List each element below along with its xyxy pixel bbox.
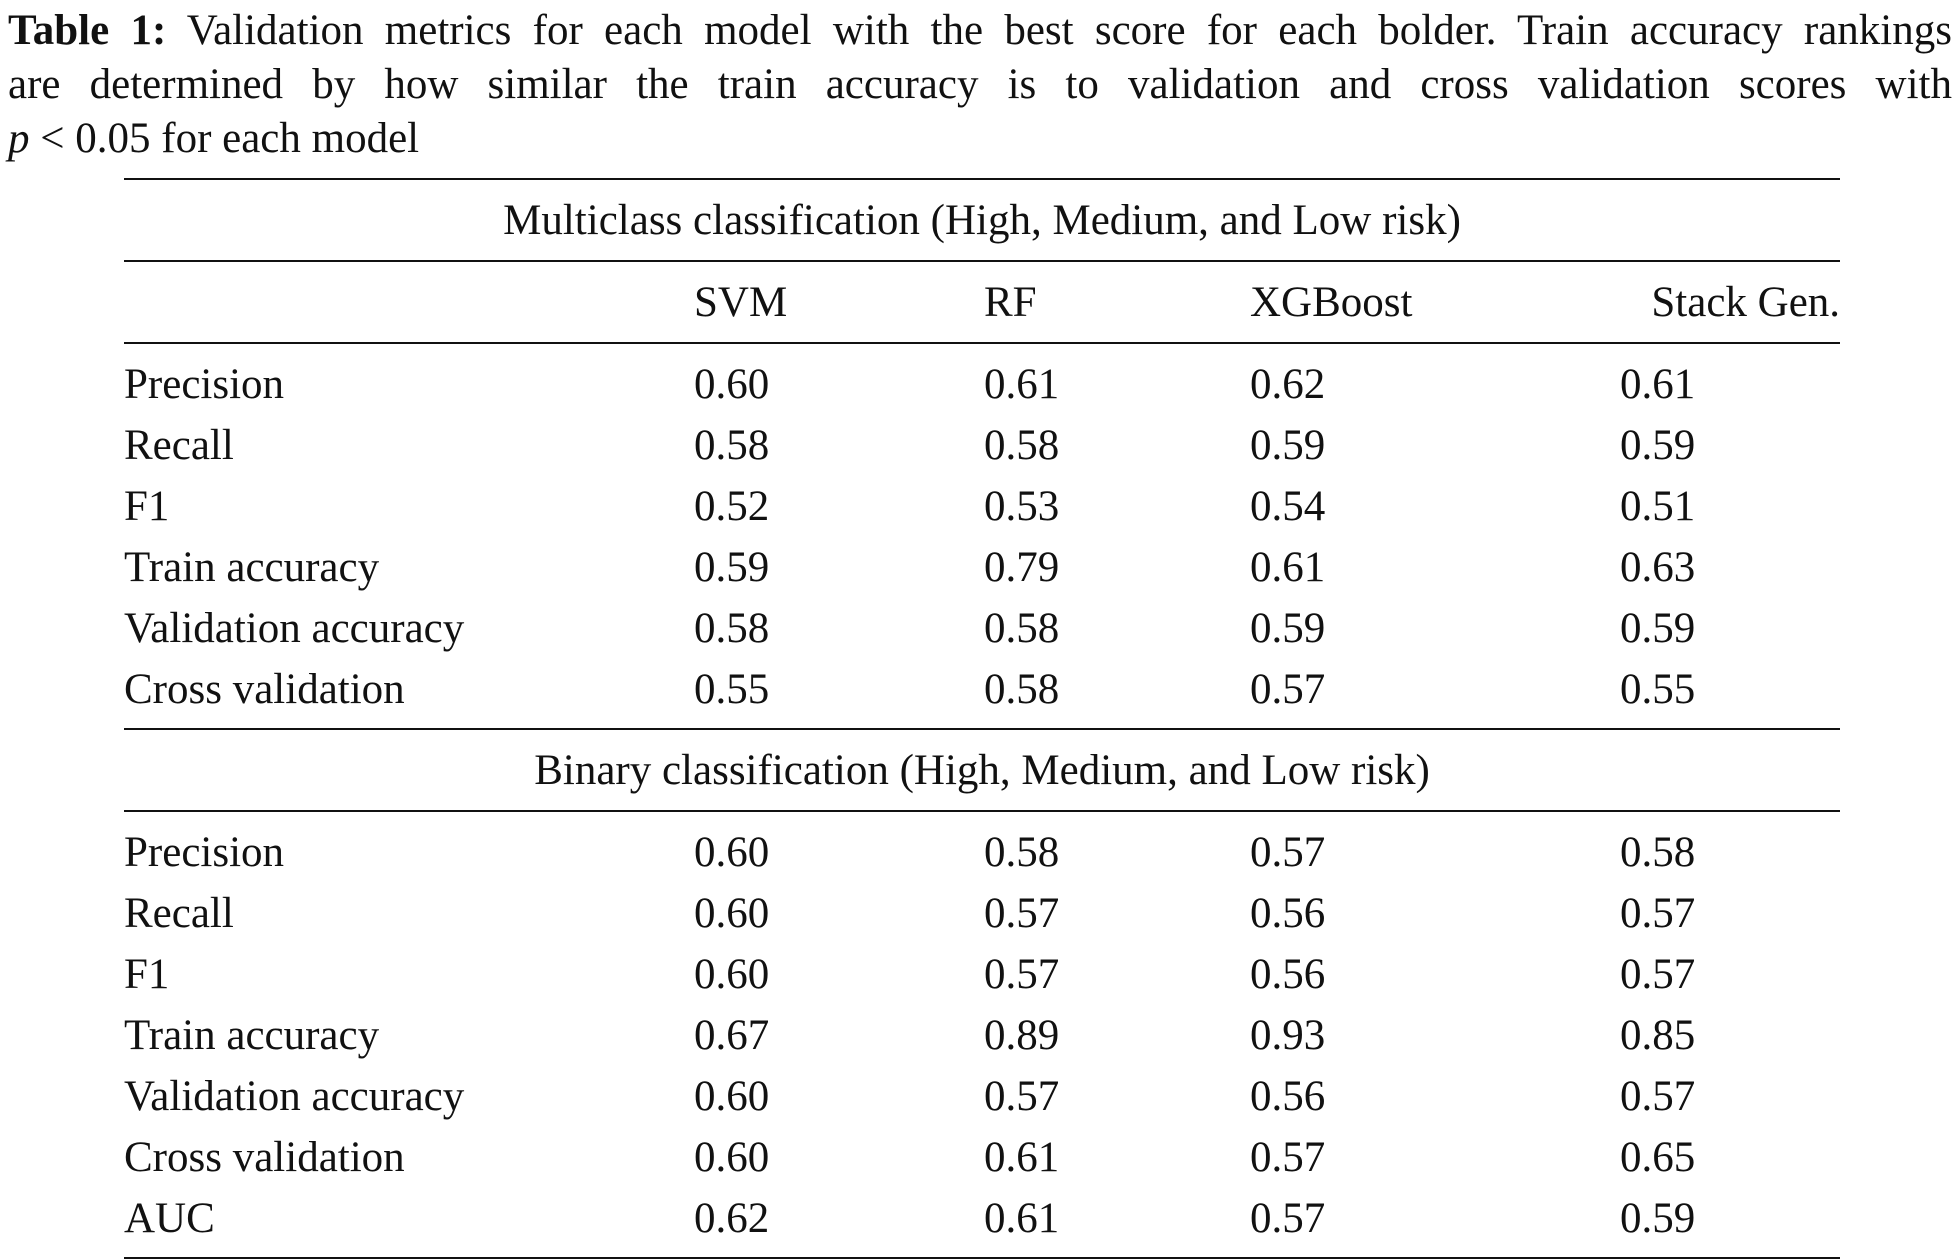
table-cell: 0.56 (1250, 951, 1326, 998)
table-cell: 0.59 (1250, 605, 1326, 652)
table-cell: 0.58 (694, 422, 770, 469)
column-header-xgboost: XGBoost (1250, 278, 1413, 326)
table-cell: 0.57 (984, 951, 1060, 998)
table-cell: 0.57 (1620, 890, 1696, 937)
table-row: Train accuracy 0.67 0.89 0.93 0.85 (124, 1005, 1840, 1066)
table-cell: 0.59 (694, 544, 770, 591)
table-cell: 0.55 (694, 666, 770, 713)
table-cell: 0.56 (1250, 890, 1326, 937)
metric-label: Cross validation (124, 1134, 405, 1181)
table-cell: 0.60 (694, 1134, 770, 1181)
metric-label: Recall (124, 422, 234, 469)
metric-label: Precision (124, 829, 285, 876)
table-cell: 0.62 (1250, 361, 1326, 408)
table-cell: 0.59 (1620, 605, 1696, 652)
table-cell: 0.57 (1250, 1195, 1326, 1242)
table-cell: 0.58 (984, 422, 1060, 469)
multiclass-title: Multiclass classification (High, Medium,… (503, 196, 1461, 244)
table-row: Precision 0.60 0.58 0.57 0.58 (124, 811, 1841, 883)
column-header-row: SVM RF XGBoost Stack Gen. (124, 261, 1841, 343)
table-cell: 0.57 (1620, 951, 1696, 998)
caption-text-3: < 0.05 for each model (29, 115, 420, 162)
table-cell: 0.52 (694, 483, 770, 530)
table-cell: 0.62 (694, 1195, 770, 1242)
table-caption: Table 1: Validation metrics for each mod… (8, 4, 1952, 166)
metric-label: F1 (124, 951, 170, 998)
table-row: Recall 0.60 0.57 0.56 0.57 (124, 883, 1840, 944)
table-cell: 0.56 (1250, 1073, 1326, 1120)
table-cell: 0.57 (1620, 1073, 1696, 1120)
caption-text-2: are determined by how similar the train … (8, 61, 1952, 108)
metric-label: Recall (124, 890, 234, 937)
table-cell: 0.61 (1250, 544, 1326, 591)
table-cell: 0.57 (1250, 666, 1326, 713)
table-row: Validation accuracy 0.60 0.57 0.56 0.57 (124, 1066, 1840, 1127)
binary-section-header: Binary classification (High, Medium, and… (124, 729, 1841, 811)
caption-text-1: Validation metrics for each model with t… (186, 7, 1952, 54)
binary-title: Binary classification (High, Medium, and… (534, 746, 1430, 794)
table-row: AUC 0.62 0.61 0.57 0.59 (124, 1188, 1841, 1258)
table-cell: 0.60 (694, 1073, 770, 1120)
table-cell: 0.67 (694, 1012, 770, 1059)
table-row: Validation accuracy 0.58 0.58 0.59 0.59 (124, 598, 1840, 659)
table-cell: 0.53 (984, 483, 1060, 530)
table-cell: 0.58 (984, 605, 1060, 652)
table-cell: 0.60 (694, 951, 770, 998)
table-cell: 0.54 (1250, 483, 1326, 530)
metric-label: Train accuracy (124, 1012, 380, 1059)
table-cell: 0.55 (1620, 666, 1696, 713)
results-table: Multiclass classification (High, Medium,… (124, 178, 1841, 1259)
column-header-stack-gen: Stack Gen. (1651, 278, 1841, 326)
table-row: Train accuracy 0.59 0.79 0.61 0.63 (124, 537, 1840, 598)
metric-label: Validation accuracy (124, 1073, 465, 1120)
table-cell: 0.58 (694, 605, 770, 652)
table-cell: 0.61 (984, 1195, 1060, 1242)
table-cell: 0.59 (1620, 1195, 1696, 1242)
table-row: F1 0.60 0.57 0.56 0.57 (124, 944, 1840, 1005)
table-cell: 0.58 (984, 829, 1060, 876)
table-cell: 0.79 (984, 544, 1060, 591)
table-cell: 0.58 (1620, 829, 1696, 876)
metric-label: Precision (124, 361, 285, 408)
multiclass-section-header: Multiclass classification (High, Medium,… (124, 179, 1841, 261)
caption-label: Table 1: (8, 7, 167, 54)
table-row: F1 0.52 0.53 0.54 0.51 (124, 476, 1840, 537)
table-cell: 0.59 (1250, 422, 1326, 469)
table-cell: 0.85 (1620, 1012, 1696, 1059)
table-cell: 0.51 (1620, 483, 1696, 530)
table-cell: 0.61 (1620, 361, 1696, 408)
metric-label: AUC (124, 1195, 215, 1242)
table-cell: 0.57 (984, 1073, 1060, 1120)
table-cell: 0.59 (1620, 422, 1696, 469)
caption-line-3: p < 0.05 for each model (8, 112, 1952, 166)
table-row: Recall 0.58 0.58 0.59 0.59 (124, 415, 1840, 476)
table-cell: 0.58 (984, 666, 1060, 713)
table-cell: 0.60 (694, 890, 770, 937)
caption-line-1: Table 1: Validation metrics for each mod… (8, 4, 1952, 58)
table-cell: 0.60 (694, 829, 770, 876)
column-header-rf: RF (984, 278, 1037, 326)
metric-label: F1 (124, 483, 170, 530)
metric-label: Train accuracy (124, 544, 380, 591)
table-cell: 0.57 (984, 890, 1060, 937)
table-row: Cross validation 0.55 0.58 0.57 0.55 (124, 659, 1840, 729)
table-cell: 0.60 (694, 361, 770, 408)
metric-label: Validation accuracy (124, 605, 465, 652)
caption-p-variable: p (8, 115, 30, 162)
table-cell: 0.61 (984, 1134, 1060, 1181)
table-row: Precision 0.60 0.61 0.62 0.61 (124, 343, 1841, 415)
table-cell: 0.63 (1620, 544, 1696, 591)
metric-label: Cross validation (124, 666, 405, 713)
table-cell: 0.89 (984, 1012, 1060, 1059)
column-header-svm: SVM (694, 278, 788, 326)
table-cell: 0.65 (1620, 1134, 1696, 1181)
metric-column-header (124, 261, 694, 343)
table-cell: 0.61 (984, 361, 1060, 408)
table-cell: 0.93 (1250, 1012, 1326, 1059)
table-row: Cross validation 0.60 0.61 0.57 0.65 (124, 1127, 1840, 1188)
table-cell: 0.57 (1250, 1134, 1326, 1181)
results-table-container: Multiclass classification (High, Medium,… (124, 178, 1841, 1259)
table-cell: 0.57 (1250, 829, 1326, 876)
